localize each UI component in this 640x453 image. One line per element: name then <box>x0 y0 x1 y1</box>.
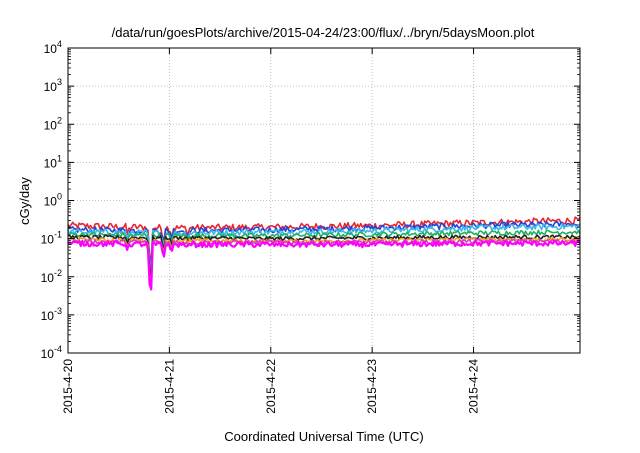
x-tick-label: 2015-4-20 <box>61 359 75 414</box>
series-line-0 <box>67 216 581 262</box>
y-tick-label: 103 <box>44 77 62 94</box>
y-tick-label: 10-2 <box>41 268 62 285</box>
y-tick-exponent: -2 <box>54 268 62 278</box>
y-tick-label: 100 <box>44 192 62 209</box>
y-tick-label: 102 <box>44 115 62 132</box>
y-tick-exponent: -3 <box>54 306 62 316</box>
y-axis-label: cGy/day <box>17 177 32 225</box>
y-tick-label: 10-4 <box>41 344 62 361</box>
x-axis: 2015-4-20 2015-4-21 2015-4-22 2015-4-23 2015… <box>61 48 481 414</box>
x-tick-label: 2015-4-21 <box>162 359 176 414</box>
y-tick-label: 10-3 <box>41 306 62 323</box>
y-tick-exponent: -4 <box>54 344 62 354</box>
grid <box>68 48 580 353</box>
x-tick-label: 2015-4-22 <box>264 359 278 414</box>
x-tick-label: 2015-4-24 <box>467 359 481 414</box>
y-tick-exponent: 1 <box>57 153 62 163</box>
y-tick-label: 104 <box>44 39 62 56</box>
y-tick-label: 10-1 <box>41 230 62 247</box>
series-line-4 <box>67 234 581 277</box>
y-tick-exponent: 4 <box>57 39 62 49</box>
x-tick-label: 2015-4-23 <box>365 359 379 414</box>
chart-title: /data/run/goesPlots/archive/2015-04-24/2… <box>112 25 535 40</box>
x-axis-label: Coordinated Universal Time (UTC) <box>224 429 423 444</box>
y-tick-exponent: 3 <box>57 77 62 87</box>
y-tick-label: 101 <box>44 153 62 170</box>
series-line-7 <box>67 239 581 291</box>
y-tick-exponent: 2 <box>57 115 62 125</box>
series-line-3 <box>67 229 581 274</box>
y-tick-exponent: -1 <box>54 230 62 240</box>
series-layer <box>67 216 581 291</box>
y-tick-exponent: 0 <box>57 192 62 202</box>
